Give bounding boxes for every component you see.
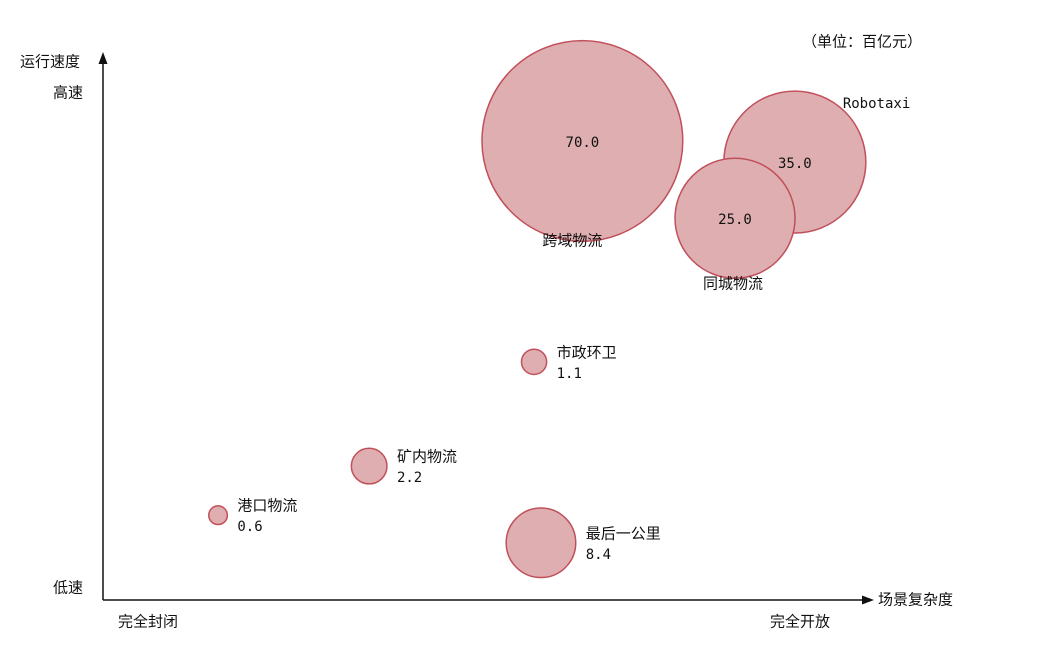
value-label: 70.0 [566,135,600,151]
bubble-name: 同城物流 [703,275,763,293]
x-low-label: 完全封闭 [118,613,178,631]
bubble [208,505,229,526]
bubble-name: 跨域物流 [542,232,602,250]
x-axis-label: 场景复杂度 [878,591,953,609]
bubble [674,157,796,279]
bubble [520,348,548,376]
value-label: 0.6 [237,519,262,535]
bubble [481,39,684,243]
unit-note: （单位：百亿元） [802,33,922,51]
value-label: 35.0 [778,156,812,172]
x-high-label: 完全开放 [770,613,830,631]
bubble-name: 最后一公里 [586,524,661,542]
bubble-name: 港口物流 [237,497,297,515]
y-low-label: 低速 [53,579,83,597]
bubble [350,447,388,485]
value-label: 8.4 [586,547,611,563]
value-label: 25.0 [718,212,752,228]
bubble-name: Robotaxi [843,96,910,112]
y-high-label: 高速 [53,84,83,102]
value-label: 1.1 [557,366,582,382]
bubble [505,507,577,579]
value-label: 2.2 [397,470,422,486]
y-axis-label: 运行速度 [20,53,80,71]
bubble-name: 矿内物流 [397,448,457,466]
bubble-name: 市政环卫 [557,343,617,361]
